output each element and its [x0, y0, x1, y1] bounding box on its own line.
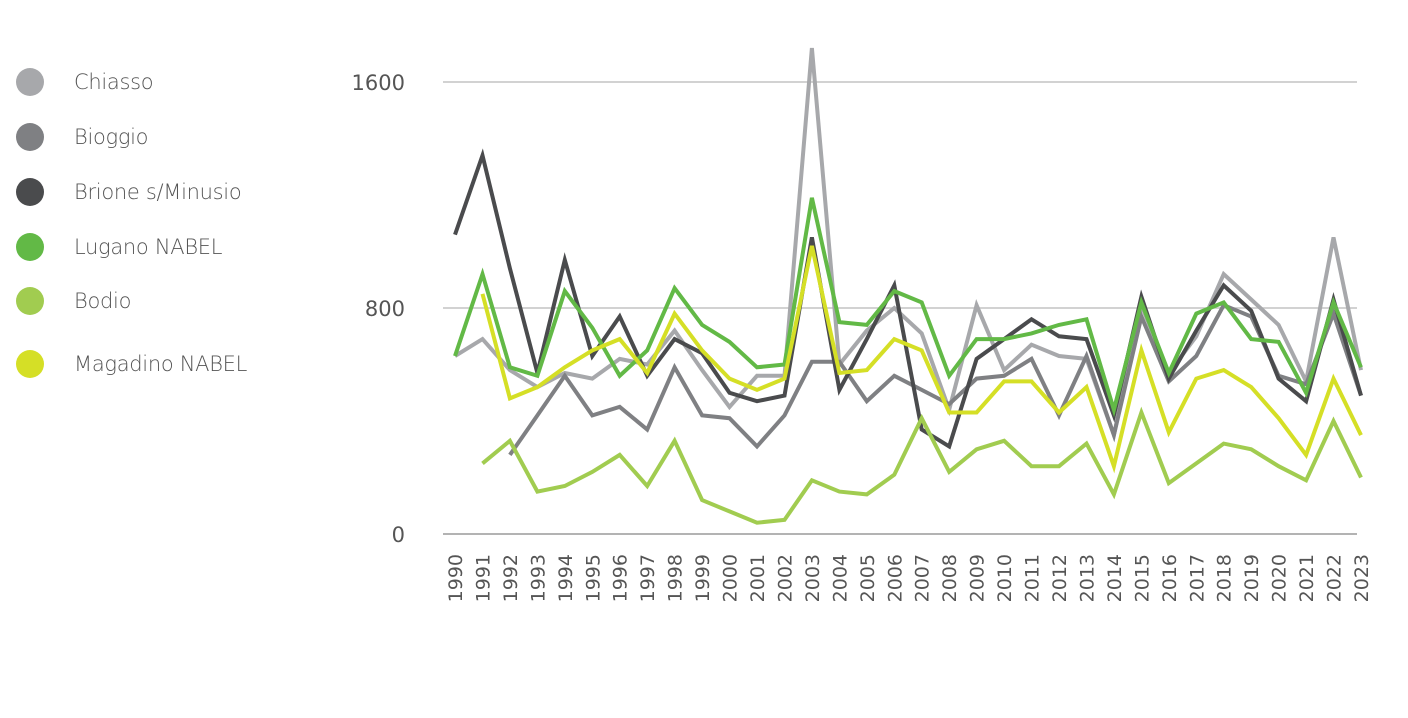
x-tick-label: 2023	[1351, 554, 1373, 602]
x-tick-label: 2007	[912, 554, 934, 602]
x-tick-label: 1992	[500, 554, 522, 602]
x-tick-label: 2019	[1241, 554, 1263, 602]
x-tick-label: 2002	[774, 554, 796, 602]
x-tick-label: 2010	[994, 554, 1016, 602]
x-tick-label: 2003	[802, 554, 824, 602]
x-tick-label: 2005	[857, 554, 879, 602]
x-tick-label: 2009	[967, 554, 989, 602]
x-tick-label: 2000	[720, 554, 742, 602]
x-tick-label: 1997	[637, 554, 659, 602]
legend-label-lugano: Lugano NABEL	[74, 235, 223, 259]
y-tick-label: 800	[365, 297, 405, 321]
legend-item-chiasso: Chiasso	[16, 62, 154, 102]
x-tick-label: 2015	[1131, 554, 1153, 602]
legend-swatch-bodio	[16, 287, 44, 315]
y-tick-label: 0	[392, 523, 405, 547]
legend-item-magadino: Magadino NABEL	[16, 344, 247, 384]
legend-swatch-lugano	[16, 233, 44, 261]
y-axis-ticks: 0 800 1600	[352, 71, 405, 547]
legend-swatch-chiasso	[16, 68, 44, 96]
legend-swatch-bioggio	[16, 123, 44, 151]
x-tick-label: 2014	[1104, 554, 1126, 602]
legend-swatch-brione	[16, 178, 44, 206]
series-line-bioggio	[508, 302, 1363, 457]
legend: Chiasso Bioggio Brione s/Minusio Lugano …	[16, 62, 276, 392]
x-tick-label: 1999	[692, 554, 714, 602]
legend-label-bioggio: Bioggio	[74, 125, 149, 149]
legend-label-chiasso: Chiasso	[74, 70, 154, 94]
series-line-lugano-nabel	[453, 197, 1363, 418]
legend-item-bodio: Bodio	[16, 281, 131, 321]
x-tick-label: 2022	[1324, 554, 1346, 602]
x-tick-label: 2013	[1076, 554, 1098, 602]
x-tick-label: 1995	[582, 554, 604, 602]
series-line-bodio	[481, 406, 1363, 525]
x-tick-label: 2011	[1022, 554, 1044, 602]
series-line-brione-s-minusio	[453, 148, 1363, 450]
x-tick-label: 2021	[1296, 554, 1318, 602]
x-tick-label: 2012	[1049, 554, 1071, 602]
series-lines	[453, 47, 1363, 525]
legend-item-bioggio: Bioggio	[16, 117, 149, 157]
legend-item-lugano: Lugano NABEL	[16, 227, 222, 267]
x-tick-label: 2018	[1214, 554, 1236, 602]
x-tick-label: 2001	[747, 554, 769, 602]
x-tick-label: 1991	[472, 554, 494, 602]
x-tick-label: 2008	[939, 554, 961, 602]
x-tick-label: 1990	[445, 554, 467, 602]
x-tick-label: 2017	[1186, 554, 1208, 602]
series-line-magadino-nabel	[480, 245, 1363, 474]
legend-item-brione: Brione s/Minusio	[16, 172, 242, 212]
x-tick-label: 2020	[1269, 554, 1291, 602]
series-line-chiasso	[453, 47, 1363, 443]
x-tick-label: 1993	[527, 554, 549, 602]
y-tick-label: 1600	[352, 71, 405, 95]
x-tick-label: 1994	[555, 554, 577, 602]
legend-label-magadino: Magadino NABEL	[74, 352, 248, 376]
x-tick-label: 1998	[665, 554, 687, 602]
x-tick-label: 2016	[1159, 554, 1181, 602]
x-axis-ticks: 1990 1991 1992 1993 1994 1995 1996 1997 1998 1999…	[445, 554, 1373, 602]
x-tick-label: 2006	[884, 554, 906, 602]
legend-swatch-magadino	[16, 350, 44, 378]
legend-label-bodio: Bodio	[74, 289, 132, 313]
x-tick-label: 2004	[829, 554, 851, 602]
legend-label-brione: Brione s/Minusio	[74, 180, 242, 204]
x-tick-label: 1996	[610, 554, 632, 602]
